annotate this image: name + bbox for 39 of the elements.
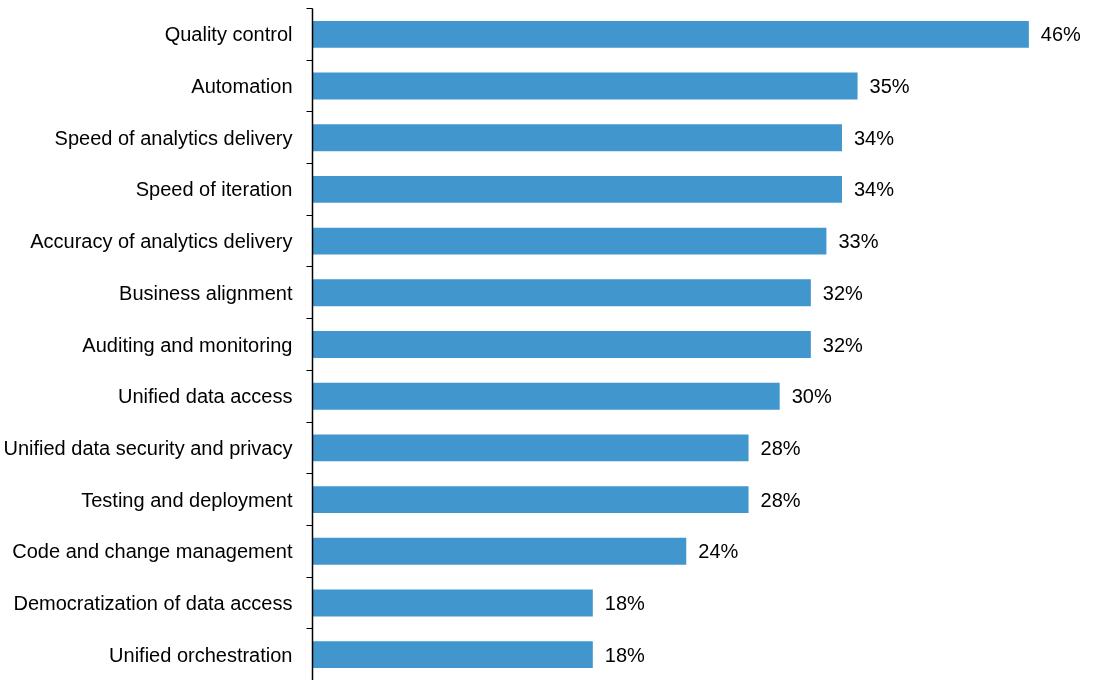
bar <box>312 434 749 462</box>
data-label: 34% <box>853 178 895 201</box>
data-label: 24% <box>698 540 739 563</box>
y-tick-label: Unified orchestration <box>109 643 293 666</box>
data-label: 46% <box>1040 23 1082 46</box>
data-label: 34% <box>853 126 895 149</box>
bar <box>312 382 780 410</box>
bar <box>312 227 827 255</box>
data-label: 32% <box>822 281 864 304</box>
y-tick-label: Automation <box>191 75 293 98</box>
y-tick-label: Code and change management <box>12 540 293 563</box>
data-label: 28% <box>760 436 801 459</box>
data-label: 28% <box>760 488 801 511</box>
bar <box>312 537 687 565</box>
y-tick-label: Business alignment <box>119 281 293 304</box>
y-tick-label: Speed of analytics delivery <box>54 126 293 149</box>
data-label: 33% <box>838 230 879 253</box>
bar <box>312 486 749 514</box>
data-label: 18% <box>604 643 646 666</box>
y-tick-label: Speed of iteration <box>135 178 293 201</box>
y-tick-label: Democratization of data access <box>13 591 293 614</box>
data-label: 30% <box>791 385 832 408</box>
bar <box>312 589 593 617</box>
y-tick-label: Unified data access <box>117 385 293 408</box>
y-tick-label: Auditing and monitoring <box>82 333 293 356</box>
y-tick-label: Quality control <box>164 23 293 46</box>
bar <box>312 641 593 669</box>
data-label: 18% <box>604 591 646 614</box>
y-tick-label: Accuracy of analytics delivery <box>30 230 293 253</box>
bar <box>312 175 842 203</box>
bar <box>312 124 842 152</box>
y-tick-label: Testing and deployment <box>81 488 293 511</box>
bar <box>312 331 811 358</box>
data-label: 32% <box>822 333 864 356</box>
bar <box>312 20 1029 48</box>
data-label: 35% <box>869 75 910 98</box>
bar <box>312 279 811 307</box>
y-tick-label: Unified data security and privacy <box>3 436 293 459</box>
bar <box>312 72 858 100</box>
